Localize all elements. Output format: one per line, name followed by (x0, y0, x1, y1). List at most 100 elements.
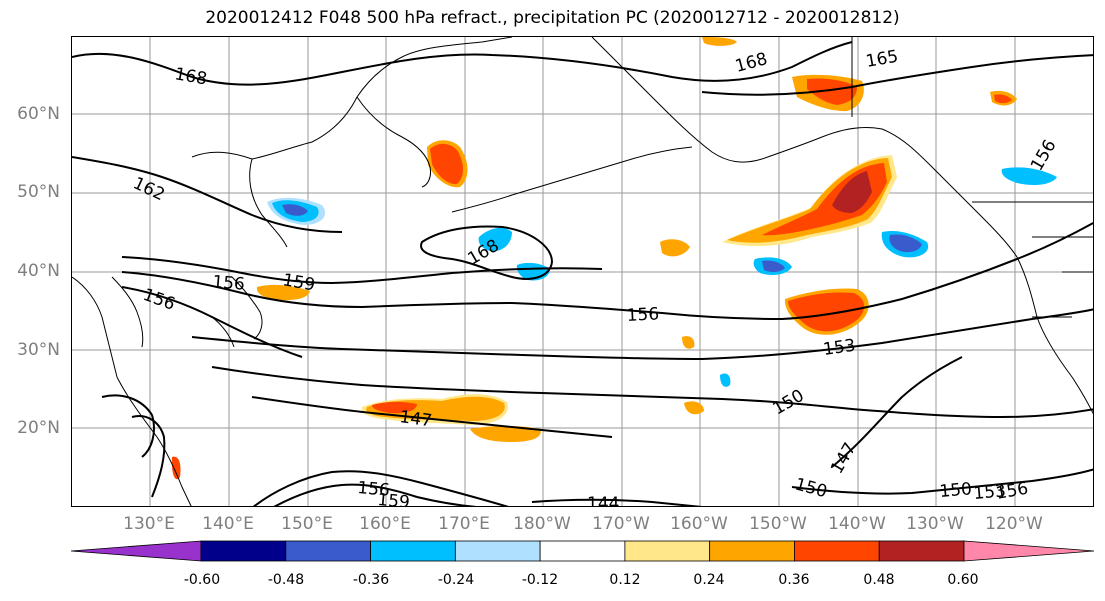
coast-nw-us (1016, 256, 1093, 415)
colorbar-tick: -0.60 (183, 572, 221, 588)
contour-label: 156 (357, 478, 391, 501)
lon-label-120w: 120°W (985, 514, 1043, 534)
contour-label: 159 (377, 490, 411, 507)
colorbar-segment (539, 540, 626, 562)
contours (72, 41, 1093, 506)
lon-label-130e: 130°E (123, 514, 175, 534)
contour-label: 150 (793, 475, 830, 503)
contour-label-group: 168 168 165 162 159 156 156 156 156 153 … (130, 47, 1061, 507)
contour-south-bunch-2 (273, 483, 477, 506)
contour-label: 147 (398, 407, 433, 431)
shade-st2-orange (470, 426, 541, 442)
contour-153 (191, 308, 1093, 361)
contour-165 (701, 54, 1093, 96)
contour-label: 153 (822, 336, 857, 360)
contour-147-west (251, 396, 613, 438)
lon-label-140e: 140°E (202, 514, 254, 534)
colorbar-extend-high (963, 540, 1095, 562)
colorbar-tick: 0.24 (693, 572, 725, 588)
lat-label-20n: 20°N (17, 418, 60, 438)
contour-label: 150 (770, 386, 808, 420)
lon-label-130w: 130°W (906, 514, 964, 534)
colorbar-segment (370, 540, 456, 562)
contour-label: 156 (212, 272, 246, 295)
coast-okhotsk (249, 158, 288, 248)
coast-aleutians (451, 146, 693, 213)
colorbar-tick: -0.24 (437, 572, 475, 588)
shade-ne-red (807, 78, 857, 105)
colorbar-tick: -0.12 (521, 572, 559, 588)
colorbar-segment (794, 540, 880, 562)
colorbar-segment (200, 540, 287, 562)
contour-label: 168 (733, 49, 770, 77)
contour-162 (72, 156, 343, 233)
contour-westnest-1 (101, 394, 155, 458)
contour-144 (531, 498, 703, 506)
lon-label-150e: 150°E (281, 514, 333, 534)
colorbar-segment (878, 540, 965, 562)
colorbar-segment (624, 540, 711, 562)
contour-168-north (72, 41, 853, 86)
contour-label: 165 (864, 47, 899, 72)
precip-shading (171, 37, 1057, 480)
shade-dot-6 (171, 456, 181, 480)
lat-label-30n: 30°N (17, 340, 60, 360)
contour-156-main (121, 221, 1093, 321)
contour-label: 156 (626, 304, 659, 326)
colorbar-tick: -0.36 (352, 572, 390, 588)
lon-label-140w: 140°W (828, 514, 886, 534)
lat-label-50n: 50°N (17, 182, 60, 202)
coast-siberia (191, 37, 513, 160)
coast-china (72, 276, 192, 506)
contour-label: 162 (130, 173, 168, 205)
colorbar-extend-low (70, 540, 202, 562)
contour-label: 168 (173, 64, 208, 89)
contour-label: 150 (939, 479, 973, 502)
shade-dot-5 (682, 336, 695, 349)
lon-label-170w: 170°W (592, 514, 650, 534)
colorbar-segment (285, 540, 371, 562)
shade-dot-8 (684, 401, 704, 415)
chart-title: 2020012412 F048 500 hPa refract., precip… (205, 8, 900, 28)
colorbar-tick: 0.60 (947, 572, 979, 588)
contour-150 (211, 366, 1093, 419)
colorbar-tick: 0.48 (863, 572, 895, 588)
shade-japan-purple (282, 204, 308, 216)
contour-label: 153 (973, 481, 1007, 504)
colorbar-segment (454, 540, 541, 562)
coast-alaska (591, 37, 1018, 258)
lon-label-160w: 160°W (670, 514, 728, 534)
contour-label: 144 (587, 494, 619, 507)
shade-dot-2 (256, 284, 310, 301)
shade-ep-purple2 (762, 260, 785, 273)
border-canada-us (851, 37, 1093, 203)
contour-label: 156 (994, 479, 1029, 504)
map-canvas: 168 168 165 162 159 156 156 156 156 153 … (72, 37, 1093, 507)
lat-label-60n: 60°N (17, 104, 60, 124)
graticule (72, 37, 1093, 506)
lon-label-180w: 180°W (513, 514, 571, 534)
shade-mp-red (788, 292, 865, 332)
contour-168-closed (420, 225, 554, 280)
shade-dot-9 (702, 37, 737, 46)
shade-bc-blue (1001, 167, 1057, 185)
lon-label-160e: 160°E (359, 514, 411, 534)
shade-cp-blue (478, 227, 512, 252)
colorbar-tick: -0.48 (267, 572, 305, 588)
lat-label-40n: 40°N (17, 261, 60, 281)
colorbar-tick: 0.36 (778, 572, 810, 588)
coast-kamchatka (356, 96, 431, 188)
lon-label-150w: 150°W (749, 514, 807, 534)
shade-ep-purple (889, 234, 922, 253)
contour-159 (121, 256, 603, 285)
shade-kam-inner (430, 143, 463, 185)
shade-dot-7 (720, 373, 731, 387)
shade-dot-4 (994, 94, 1012, 104)
shade-dot-1 (660, 239, 690, 257)
contour-label: 156 (140, 285, 177, 315)
shade-st-red (372, 401, 417, 414)
contour-147-east (831, 356, 963, 468)
shade-goa-core (832, 171, 872, 213)
colorbar-tick: 0.12 (609, 572, 641, 588)
lon-label-170e: 170°E (438, 514, 490, 534)
